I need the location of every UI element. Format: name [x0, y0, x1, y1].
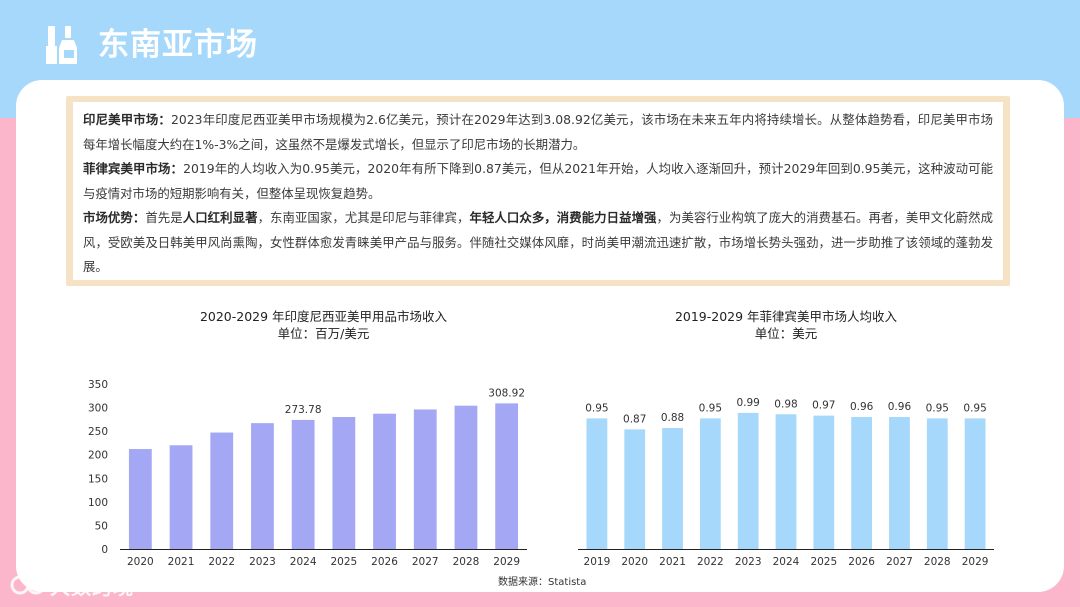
bar	[662, 428, 683, 549]
philippines-label: 菲律宾美甲市场：	[83, 161, 184, 176]
indonesia-text: 2023年印度尼西亚美甲市场规模为2.6亿美元，预计在2029年达到3.08.9…	[83, 112, 993, 152]
x-tick-label: 2022	[697, 556, 724, 568]
x-tick-label: 2027	[412, 556, 439, 568]
data-label: 0.99	[736, 397, 759, 409]
x-tick-label: 2027	[886, 556, 913, 568]
advantage-label: 市场优势：	[83, 210, 146, 225]
philippines-paragraph: 菲律宾美甲市场：2019年的人均收入为0.95美元，2020年有所下降到0.87…	[83, 157, 993, 206]
x-tick-label: 2020	[127, 556, 154, 568]
data-label: 273.78	[285, 404, 322, 416]
source-note: 数据来源：Statista	[498, 573, 586, 588]
x-tick-label: 2019	[584, 556, 611, 568]
y-tick-label: 250	[88, 426, 108, 438]
brand-mark-icon	[10, 575, 46, 595]
bar	[373, 413, 396, 549]
x-tick-label: 2021	[659, 556, 686, 568]
bar	[851, 417, 873, 549]
page-title: 东南亚市场	[98, 27, 258, 63]
x-tick-label: 2024	[773, 556, 800, 568]
bar	[926, 418, 948, 549]
chart-title: 2019-2029 年菲律宾美甲市场人均收入	[675, 309, 898, 324]
x-tick-label: 2026	[371, 556, 398, 568]
brand-logo: 大数跨境	[10, 570, 134, 600]
bar	[413, 409, 437, 549]
chart-subtitle: 单位：百万/美元	[278, 326, 370, 341]
data-label: 0.97	[812, 400, 835, 412]
x-tick-label: 2023	[735, 556, 762, 568]
brand-name: 大数跨境	[50, 574, 134, 599]
info-box-inner: 印尼美甲市场：2023年印度尼西亚美甲市场规模为2.6亿美元，预计在2029年达…	[73, 102, 1003, 280]
chart-title: 2020-2029 年印度尼西亚美甲用品市场收入	[200, 309, 448, 324]
bar	[964, 418, 986, 549]
bar	[128, 449, 152, 549]
bar	[889, 417, 910, 549]
source-value: Statista	[548, 577, 587, 588]
data-label: 308.92	[488, 387, 525, 399]
bar	[291, 419, 315, 549]
x-tick-label: 2029	[493, 556, 520, 568]
y-tick-label: 300	[88, 403, 108, 415]
x-tick-label: 2023	[249, 556, 276, 568]
bar	[169, 445, 193, 549]
x-tick-label: 2029	[962, 556, 989, 568]
bar	[737, 412, 759, 549]
chart-subtitle: 单位：美元	[755, 326, 818, 341]
data-label: 0.96	[888, 401, 912, 413]
advantage-bold-1: 人口红利显著	[182, 210, 258, 225]
bar	[813, 415, 835, 549]
data-label: 0.87	[623, 413, 646, 425]
y-tick-label: 0	[101, 544, 108, 556]
x-tick-label: 2024	[290, 556, 317, 568]
y-tick-label: 50	[95, 520, 108, 532]
advantage-text-3: ，为美容行业构筑了庞大的消费基石。再者，美甲文化蔚然成风，受欧美及日韩美甲风尚熏…	[83, 210, 994, 274]
source-label: 数据来源：	[498, 577, 548, 588]
bar	[775, 414, 797, 549]
advantage-text-2: ，东南亚国家，尤其是印尼与菲律宾，	[257, 210, 470, 225]
bar	[251, 423, 274, 549]
bar	[454, 405, 478, 549]
advantage-bold-2: 年轻人口众多，消费能力日益增强	[469, 210, 657, 225]
data-label: 0.95	[926, 402, 949, 414]
data-label: 0.95	[699, 402, 722, 414]
y-tick-label: 350	[88, 379, 108, 391]
x-tick-label: 2025	[810, 556, 837, 568]
x-tick-label: 2028	[924, 556, 951, 568]
x-tick-label: 2026	[848, 556, 875, 568]
info-box: 印尼美甲市场：2023年印度尼西亚美甲市场规模为2.6亿美元，预计在2029年达…	[66, 96, 1010, 286]
y-tick-label: 200	[88, 450, 108, 462]
advantage-paragraph: 市场优势：首先是人口红利显著，东南亚国家，尤其是印尼与菲律宾，年轻人口众多，消费…	[83, 206, 993, 280]
bar	[332, 417, 356, 549]
x-tick-label: 2020	[621, 556, 648, 568]
philippines-text: 2019年的人均收入为0.95美元，2020年有所下降到0.87美元，但从202…	[83, 161, 993, 201]
indonesia-label: 印尼美甲市场：	[83, 112, 171, 127]
x-tick-label: 2028	[453, 556, 480, 568]
advantage-text-1: 首先是	[145, 210, 183, 225]
data-label: 0.88	[661, 412, 684, 424]
bar	[210, 432, 234, 549]
nail-polish-icon	[46, 26, 77, 64]
bar	[624, 429, 646, 549]
y-tick-label: 100	[88, 497, 108, 509]
x-tick-label: 2021	[168, 556, 195, 568]
x-tick-label: 2025	[330, 556, 357, 568]
y-tick-label: 150	[88, 473, 108, 485]
x-tick-label: 2022	[208, 556, 235, 568]
data-label: 0.95	[585, 402, 608, 414]
bar	[699, 418, 721, 549]
bar	[586, 418, 608, 549]
data-label: 0.95	[963, 402, 986, 414]
bar	[495, 403, 519, 549]
indonesia-paragraph: 印尼美甲市场：2023年印度尼西亚美甲市场规模为2.6亿美元，预计在2029年达…	[83, 108, 993, 157]
data-label: 0.98	[774, 398, 797, 410]
data-label: 0.96	[850, 401, 874, 413]
